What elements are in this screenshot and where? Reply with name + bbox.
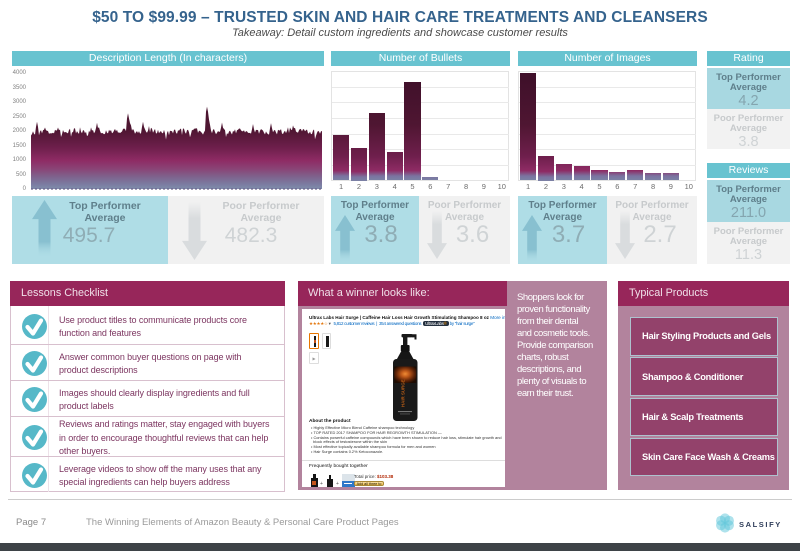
svg-text:HAIR SURGE: HAIR SURGE xyxy=(401,379,406,407)
